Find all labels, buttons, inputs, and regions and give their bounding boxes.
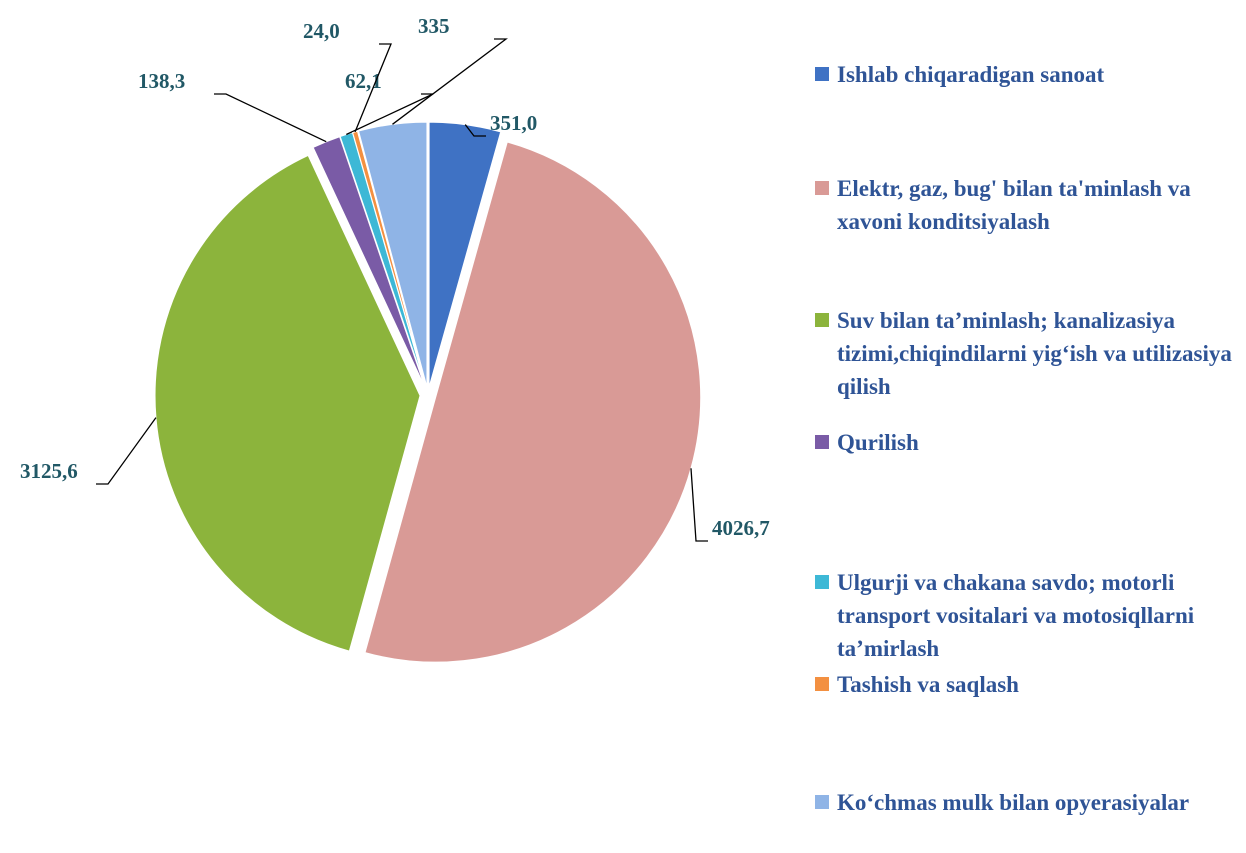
legend-label: Qurilish bbox=[837, 430, 919, 455]
legend-item: Ishlab chiqaradigan sanoat bbox=[815, 58, 1246, 91]
leader-line bbox=[354, 43, 392, 133]
data-label: 4026,7 bbox=[712, 516, 770, 540]
leader-line bbox=[392, 38, 508, 125]
legend-label: Ishlab chiqaradigan sanoat bbox=[837, 62, 1105, 87]
legend-swatch bbox=[815, 575, 829, 589]
leader-line bbox=[96, 417, 157, 485]
legend-item: Ulgurji va chakana savdo; motorli transp… bbox=[815, 566, 1246, 665]
legend-label: Elektr, gaz, bug' bilan ta'minlash va xa… bbox=[837, 176, 1191, 234]
data-label: 3125,6 bbox=[20, 459, 78, 483]
legend-item: Suv bilan ta’minlash; kanalizasiya tizim… bbox=[815, 304, 1246, 403]
data-label: 24,0 bbox=[303, 19, 340, 43]
legend-label: Suv bilan ta’minlash; kanalizasiya tizim… bbox=[837, 308, 1232, 399]
leader-line bbox=[214, 93, 327, 143]
data-label: 138,3 bbox=[138, 69, 185, 93]
legend-item: Elektr, gaz, bug' bilan ta'minlash va xa… bbox=[815, 172, 1246, 238]
pie-slice bbox=[154, 154, 421, 652]
pie-slice bbox=[352, 130, 427, 388]
legend-swatch bbox=[815, 313, 829, 327]
data-label: 335 bbox=[418, 14, 450, 38]
legend-label: Tashish va saqlash bbox=[837, 672, 1019, 697]
legend-swatch bbox=[815, 181, 829, 195]
legend-swatch bbox=[815, 677, 829, 691]
pie-slice bbox=[312, 136, 426, 388]
legend-swatch bbox=[815, 67, 829, 81]
legend-swatch bbox=[815, 795, 829, 809]
leader-line bbox=[464, 124, 486, 137]
legend-label: Ulgurji va chakana savdo; motorli transp… bbox=[837, 570, 1195, 661]
legend-item: Ko‘chmas mulk bilan opyerasiyalar bbox=[815, 786, 1246, 819]
legend-item: Qurilish bbox=[815, 426, 1246, 459]
legend-swatch bbox=[815, 435, 829, 449]
leader-line bbox=[690, 468, 708, 542]
data-label: 351,0 bbox=[490, 111, 537, 135]
legend-label: Ko‘chmas mulk bilan opyerasiyalar bbox=[837, 790, 1190, 815]
legend-item: Tashish va saqlash bbox=[815, 668, 1246, 701]
